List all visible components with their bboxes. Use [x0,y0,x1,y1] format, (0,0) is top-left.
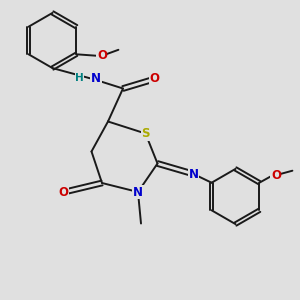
Text: N: N [133,185,143,199]
Text: N: N [91,71,101,85]
Text: N: N [188,167,199,181]
Text: O: O [97,49,107,62]
Text: O: O [149,71,160,85]
Text: S: S [141,127,150,140]
Text: O: O [58,185,68,199]
Text: H: H [75,73,84,83]
Text: O: O [271,169,281,182]
